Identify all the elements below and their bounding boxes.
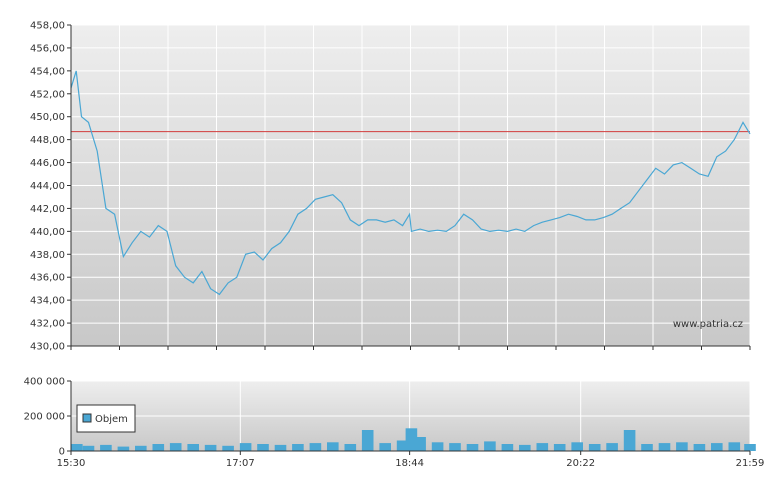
volume-bar	[676, 442, 688, 452]
volume-y-tick-label: 0	[59, 447, 65, 458]
volume-x-ticks: 15:30 17:07 18:44 20:22 21:59	[57, 451, 765, 469]
volume-bar	[449, 443, 461, 451]
volume-bar	[257, 444, 269, 451]
price-x-ticks	[70, 346, 751, 350]
volume-bar	[169, 443, 182, 451]
volume-bar	[135, 445, 147, 452]
volume-bar	[744, 444, 756, 451]
volume-bar	[361, 430, 374, 451]
price-y-tick-label: 442,00	[30, 204, 65, 215]
volume-x-tick-label: 17:07	[226, 458, 255, 469]
legend-swatch	[82, 413, 92, 423]
volume-bar	[344, 444, 357, 451]
price-y-tick-label: 450,00	[30, 112, 65, 123]
price-series-line	[70, 70, 751, 296]
volume-bar	[396, 440, 409, 451]
volume-bar	[519, 444, 531, 451]
volume-bar	[71, 444, 83, 451]
volume-y-tick-label: 200 000	[24, 412, 65, 423]
volume-bar	[309, 443, 322, 451]
price-y-tick-label: 444,00	[30, 181, 65, 192]
price-y-ticks: 430,00 432,00 434,00 436,00 438,00 440,00 442,…	[30, 21, 71, 353]
volume-bar	[711, 443, 723, 451]
volume-bar	[239, 443, 252, 451]
volume-bar	[405, 428, 418, 452]
price-gridlines	[70, 24, 751, 347]
volume-bar	[327, 442, 339, 452]
volume-bar	[152, 444, 165, 451]
volume-bar	[641, 444, 653, 451]
price-y-tick-label: 448,00	[30, 135, 65, 146]
volume-x-tick-label: 18:44	[395, 458, 424, 469]
volume-bar	[292, 444, 304, 451]
volume-x-tick-label: 21:59	[736, 458, 765, 469]
volume-bar	[100, 444, 112, 451]
volume-bar	[588, 444, 601, 451]
volume-bar	[501, 444, 514, 451]
price-y-tick-label: 436,00	[30, 273, 65, 284]
volume-bar	[536, 443, 549, 451]
price-y-tick-label: 456,00	[30, 43, 65, 54]
volume-bar	[117, 446, 130, 451]
price-y-tick-label: 440,00	[30, 227, 65, 238]
volume-x-tick-label: 20:22	[566, 458, 595, 469]
volume-bar	[466, 444, 479, 451]
volume-bar	[187, 444, 199, 451]
price-y-tick-label: 452,00	[30, 89, 65, 100]
volume-bar	[379, 443, 391, 451]
volume-x-tick-label: 15:30	[57, 458, 86, 469]
volume-bars	[71, 428, 756, 452]
volume-y-ticks: 0 200 000 400 000	[24, 377, 71, 458]
volume-bar	[553, 444, 566, 451]
price-y-tick-label: 438,00	[30, 250, 65, 261]
price-y-tick-label: 446,00	[30, 158, 65, 169]
volume-bar	[571, 442, 583, 452]
volume-bar	[693, 444, 706, 451]
volume-bar	[222, 445, 234, 452]
price-y-tick-label: 432,00	[30, 319, 65, 330]
price-y-tick-label: 458,00	[30, 21, 65, 32]
volume-bar	[606, 443, 618, 451]
volume-bar	[623, 430, 636, 451]
legend-label: Objem	[95, 414, 128, 425]
price-y-tick-label: 430,00	[30, 342, 65, 353]
volume-bar	[204, 444, 217, 451]
price-y-tick-label: 434,00	[30, 296, 65, 307]
volume-bar	[431, 442, 444, 452]
volume-bar	[274, 444, 287, 451]
price-y-tick-label: 454,00	[30, 66, 65, 77]
volume-legend: Objem	[76, 404, 136, 433]
volume-bar	[484, 441, 496, 451]
volume-y-tick-label: 400 000	[24, 377, 65, 388]
volume-bar	[658, 443, 671, 451]
volume-bar	[414, 437, 426, 451]
volume-bar	[728, 442, 741, 452]
volume-bar	[82, 445, 95, 452]
watermark: www.patria.cz	[673, 319, 743, 330]
